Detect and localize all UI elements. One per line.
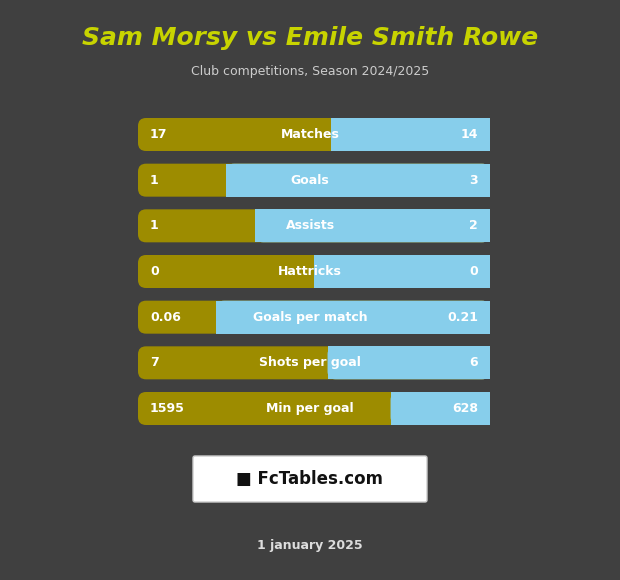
Text: 1: 1 bbox=[150, 219, 159, 233]
Bar bbox=[226, 164, 490, 197]
Text: 3: 3 bbox=[469, 173, 478, 187]
Text: Hattricks: Hattricks bbox=[278, 265, 342, 278]
FancyBboxPatch shape bbox=[314, 255, 490, 288]
FancyBboxPatch shape bbox=[331, 118, 490, 151]
Text: 1 january 2025: 1 january 2025 bbox=[257, 538, 363, 552]
Text: Assists: Assists bbox=[285, 219, 335, 233]
Text: 628: 628 bbox=[452, 402, 478, 415]
Bar bbox=[226, 164, 238, 197]
FancyBboxPatch shape bbox=[138, 118, 490, 151]
Text: 1595: 1595 bbox=[150, 402, 185, 415]
Text: 0.06: 0.06 bbox=[150, 311, 181, 324]
Text: 0.21: 0.21 bbox=[447, 311, 478, 324]
FancyBboxPatch shape bbox=[193, 456, 427, 502]
FancyBboxPatch shape bbox=[138, 255, 490, 288]
FancyBboxPatch shape bbox=[138, 392, 490, 425]
Text: 2: 2 bbox=[469, 219, 478, 233]
FancyBboxPatch shape bbox=[216, 300, 490, 333]
Bar bbox=[327, 346, 340, 379]
Bar bbox=[216, 300, 490, 333]
Bar bbox=[327, 346, 490, 379]
Text: 0: 0 bbox=[150, 265, 159, 278]
FancyBboxPatch shape bbox=[255, 209, 490, 242]
Bar bbox=[255, 209, 267, 242]
Text: 17: 17 bbox=[150, 128, 167, 141]
Text: Sam Morsy vs Emile Smith Rowe: Sam Morsy vs Emile Smith Rowe bbox=[82, 26, 538, 50]
FancyBboxPatch shape bbox=[138, 209, 490, 242]
Bar bbox=[314, 255, 326, 288]
Bar bbox=[255, 209, 490, 242]
Bar bbox=[331, 118, 343, 151]
Text: Min per goal: Min per goal bbox=[266, 402, 354, 415]
Text: 6: 6 bbox=[469, 356, 478, 369]
Text: 7: 7 bbox=[150, 356, 159, 369]
Bar bbox=[216, 300, 228, 333]
FancyBboxPatch shape bbox=[138, 300, 490, 333]
Bar bbox=[314, 255, 490, 288]
FancyBboxPatch shape bbox=[226, 164, 490, 197]
Text: 1: 1 bbox=[150, 173, 159, 187]
Text: ■ FcTables.com: ■ FcTables.com bbox=[236, 470, 384, 488]
Text: 14: 14 bbox=[461, 128, 478, 141]
Text: Goals per match: Goals per match bbox=[253, 311, 367, 324]
Text: Matches: Matches bbox=[281, 128, 339, 141]
Text: 0: 0 bbox=[469, 265, 478, 278]
FancyBboxPatch shape bbox=[327, 346, 490, 379]
Text: Shots per goal: Shots per goal bbox=[259, 356, 361, 369]
Text: Club competitions, Season 2024/2025: Club competitions, Season 2024/2025 bbox=[191, 66, 429, 78]
Bar bbox=[391, 392, 402, 425]
FancyBboxPatch shape bbox=[138, 346, 490, 379]
Text: Goals: Goals bbox=[291, 173, 329, 187]
Bar bbox=[391, 392, 490, 425]
FancyBboxPatch shape bbox=[138, 164, 490, 197]
Bar bbox=[331, 118, 490, 151]
FancyBboxPatch shape bbox=[391, 392, 490, 425]
